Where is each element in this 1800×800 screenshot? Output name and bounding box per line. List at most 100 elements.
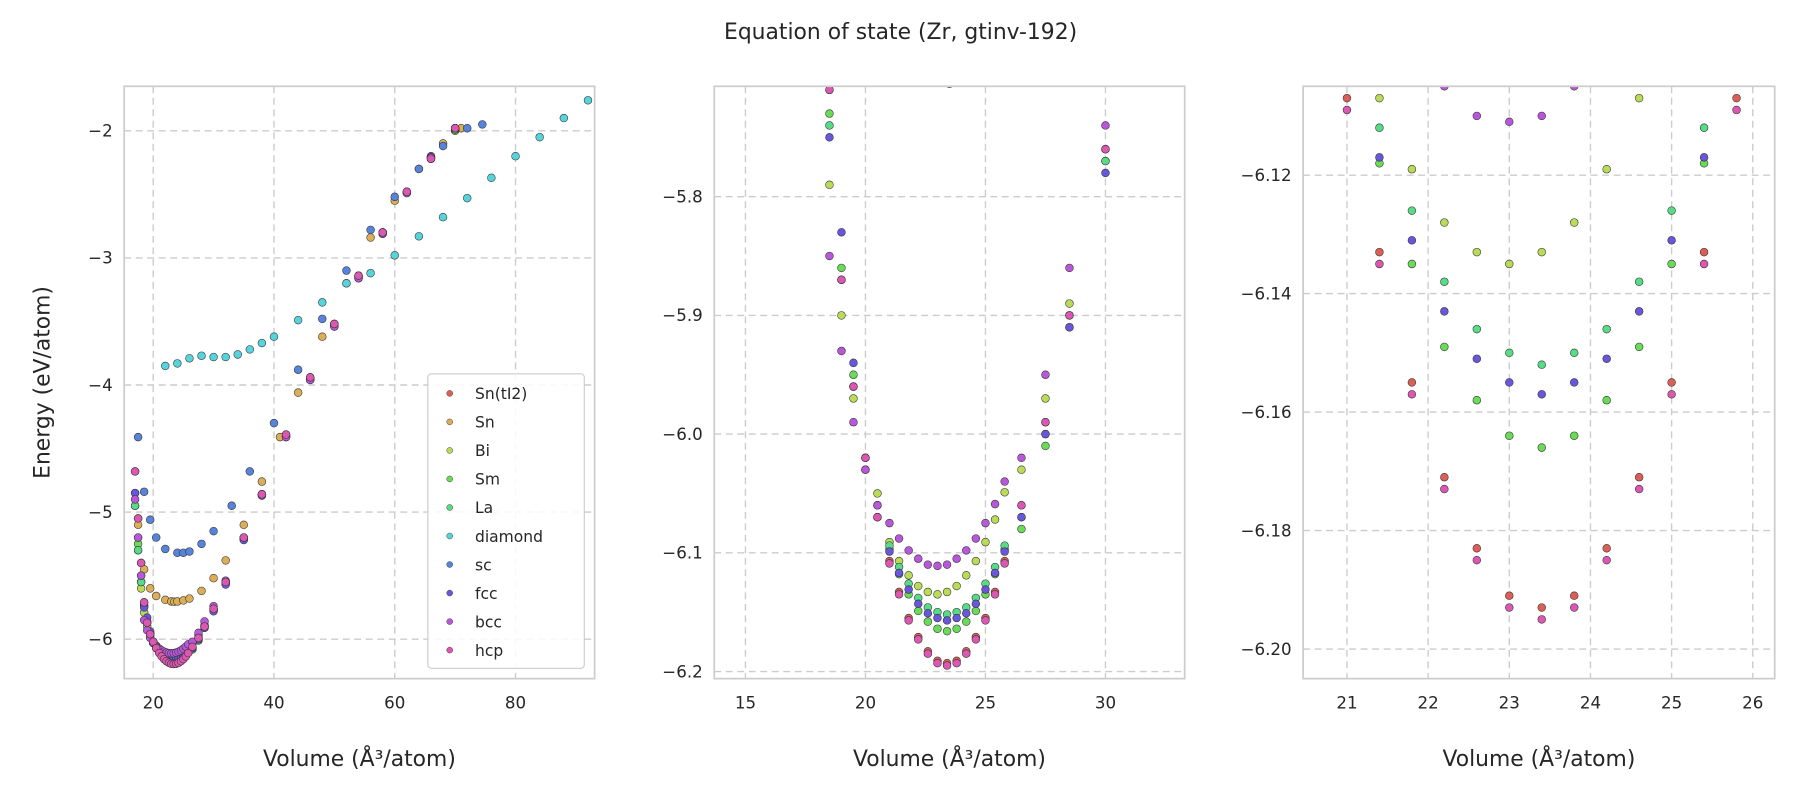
point-sm — [971, 606, 981, 616]
legend-marker — [446, 504, 453, 511]
y-axis-label: Energy (eV/atom) — [30, 286, 55, 479]
point-diamond — [535, 132, 544, 142]
legend-marker — [446, 390, 453, 397]
y-tick-label: −6.14 — [1241, 284, 1292, 303]
point-hcp — [849, 382, 858, 391]
point-la — [1505, 348, 1514, 358]
point-hcp — [378, 228, 387, 237]
legend-label: fcc — [475, 585, 498, 603]
point-sn-ti2- — [1667, 378, 1676, 387]
point-fcc — [1440, 307, 1449, 316]
x-tick-label: 80 — [505, 694, 526, 713]
point-la — [1472, 324, 1482, 334]
point-fcc — [990, 568, 1000, 578]
x-tick-label: 22 — [1418, 694, 1439, 713]
panel-2: 15 20 25 30 −6.2 −6.1 −6.0 −5.9 −5.8 Volume (Å³/a… — [662, 62, 1186, 772]
point-sc — [245, 467, 255, 476]
point-fcc — [904, 585, 913, 594]
point-hcp — [1537, 615, 1546, 624]
point-sc — [185, 547, 194, 556]
point-sm — [1407, 259, 1417, 269]
point-sc — [227, 501, 236, 510]
x-tick-label: 21 — [1336, 694, 1357, 713]
point-bcc — [136, 571, 146, 580]
point-sc — [293, 365, 303, 374]
point-hcp — [426, 154, 436, 163]
point-hcp — [1602, 555, 1611, 565]
point-bi — [962, 571, 971, 580]
point-bi — [923, 587, 933, 597]
point-bcc — [1472, 111, 1482, 121]
point-bi — [942, 587, 952, 597]
point-diamond — [511, 152, 520, 161]
point-hcp — [200, 622, 209, 631]
y-tick-label: −6.1 — [662, 544, 702, 563]
axes-frame — [713, 85, 1186, 680]
y-tick-label: −6.2 — [662, 662, 702, 681]
point-sm — [1041, 441, 1050, 451]
point-bi — [1570, 218, 1579, 227]
x-tick-label: 40 — [263, 694, 284, 713]
point-sm — [962, 617, 971, 626]
point-bcc — [923, 560, 933, 569]
point-bi — [1505, 259, 1514, 269]
point-la — [133, 546, 143, 555]
point-hcp — [257, 490, 267, 499]
point-bcc — [990, 499, 1000, 509]
point-bi — [1668, 0, 1676, 7]
points-layer — [1342, 0, 1741, 624]
point-diamond — [257, 338, 267, 348]
legend-marker — [446, 418, 453, 426]
point-sn-ti2- — [1699, 247, 1709, 257]
legend-label: hcp — [475, 642, 503, 660]
point-diamond — [209, 352, 218, 362]
point-la — [1570, 348, 1579, 358]
point-hcp — [861, 453, 870, 463]
point-hcp — [1342, 105, 1352, 115]
point-bcc — [1570, 86, 1579, 91]
legend-marker — [446, 447, 453, 454]
point-hcp — [281, 430, 291, 439]
point-bcc — [933, 561, 942, 571]
point-fcc — [1017, 512, 1026, 522]
point-bi — [1343, 0, 1351, 7]
point-sm — [1505, 431, 1514, 440]
point-hcp — [1634, 484, 1644, 494]
point-sn-ti2- — [1407, 378, 1417, 387]
point-sc — [390, 192, 399, 202]
point-la — [1375, 123, 1384, 132]
point-fcc — [1000, 547, 1009, 556]
point-bi — [952, 581, 961, 591]
point-bi — [849, 394, 858, 403]
point-bcc — [1603, 41, 1611, 49]
point-hcp — [184, 648, 193, 658]
point-bcc — [873, 501, 882, 510]
point-sc — [414, 164, 424, 174]
point-la — [825, 121, 834, 130]
point-bcc — [1505, 117, 1514, 127]
point-sm — [942, 626, 952, 636]
legend-label: Sn(tI2) — [475, 385, 527, 403]
y-tick-label: −5.9 — [662, 306, 702, 325]
point-bcc — [133, 533, 143, 542]
point-hcp — [142, 618, 152, 627]
point-bcc — [914, 554, 923, 563]
point-bi — [990, 515, 1000, 524]
point-la — [1440, 277, 1449, 286]
point-bcc — [962, 546, 971, 555]
points-layer — [130, 96, 593, 669]
point-sm — [914, 606, 923, 616]
point-hcp — [837, 275, 846, 284]
point-fcc — [923, 609, 933, 618]
point-diamond — [233, 350, 242, 359]
point-sn — [910, 62, 918, 70]
axes-frame — [1302, 85, 1776, 680]
point-sc — [152, 533, 161, 542]
point-hcp — [981, 616, 990, 625]
point-hcp — [1065, 311, 1074, 320]
point-fcc — [1065, 323, 1074, 332]
point-sn — [239, 520, 248, 530]
point-hcp — [145, 629, 155, 639]
y-tick-label: −3 — [88, 249, 113, 268]
